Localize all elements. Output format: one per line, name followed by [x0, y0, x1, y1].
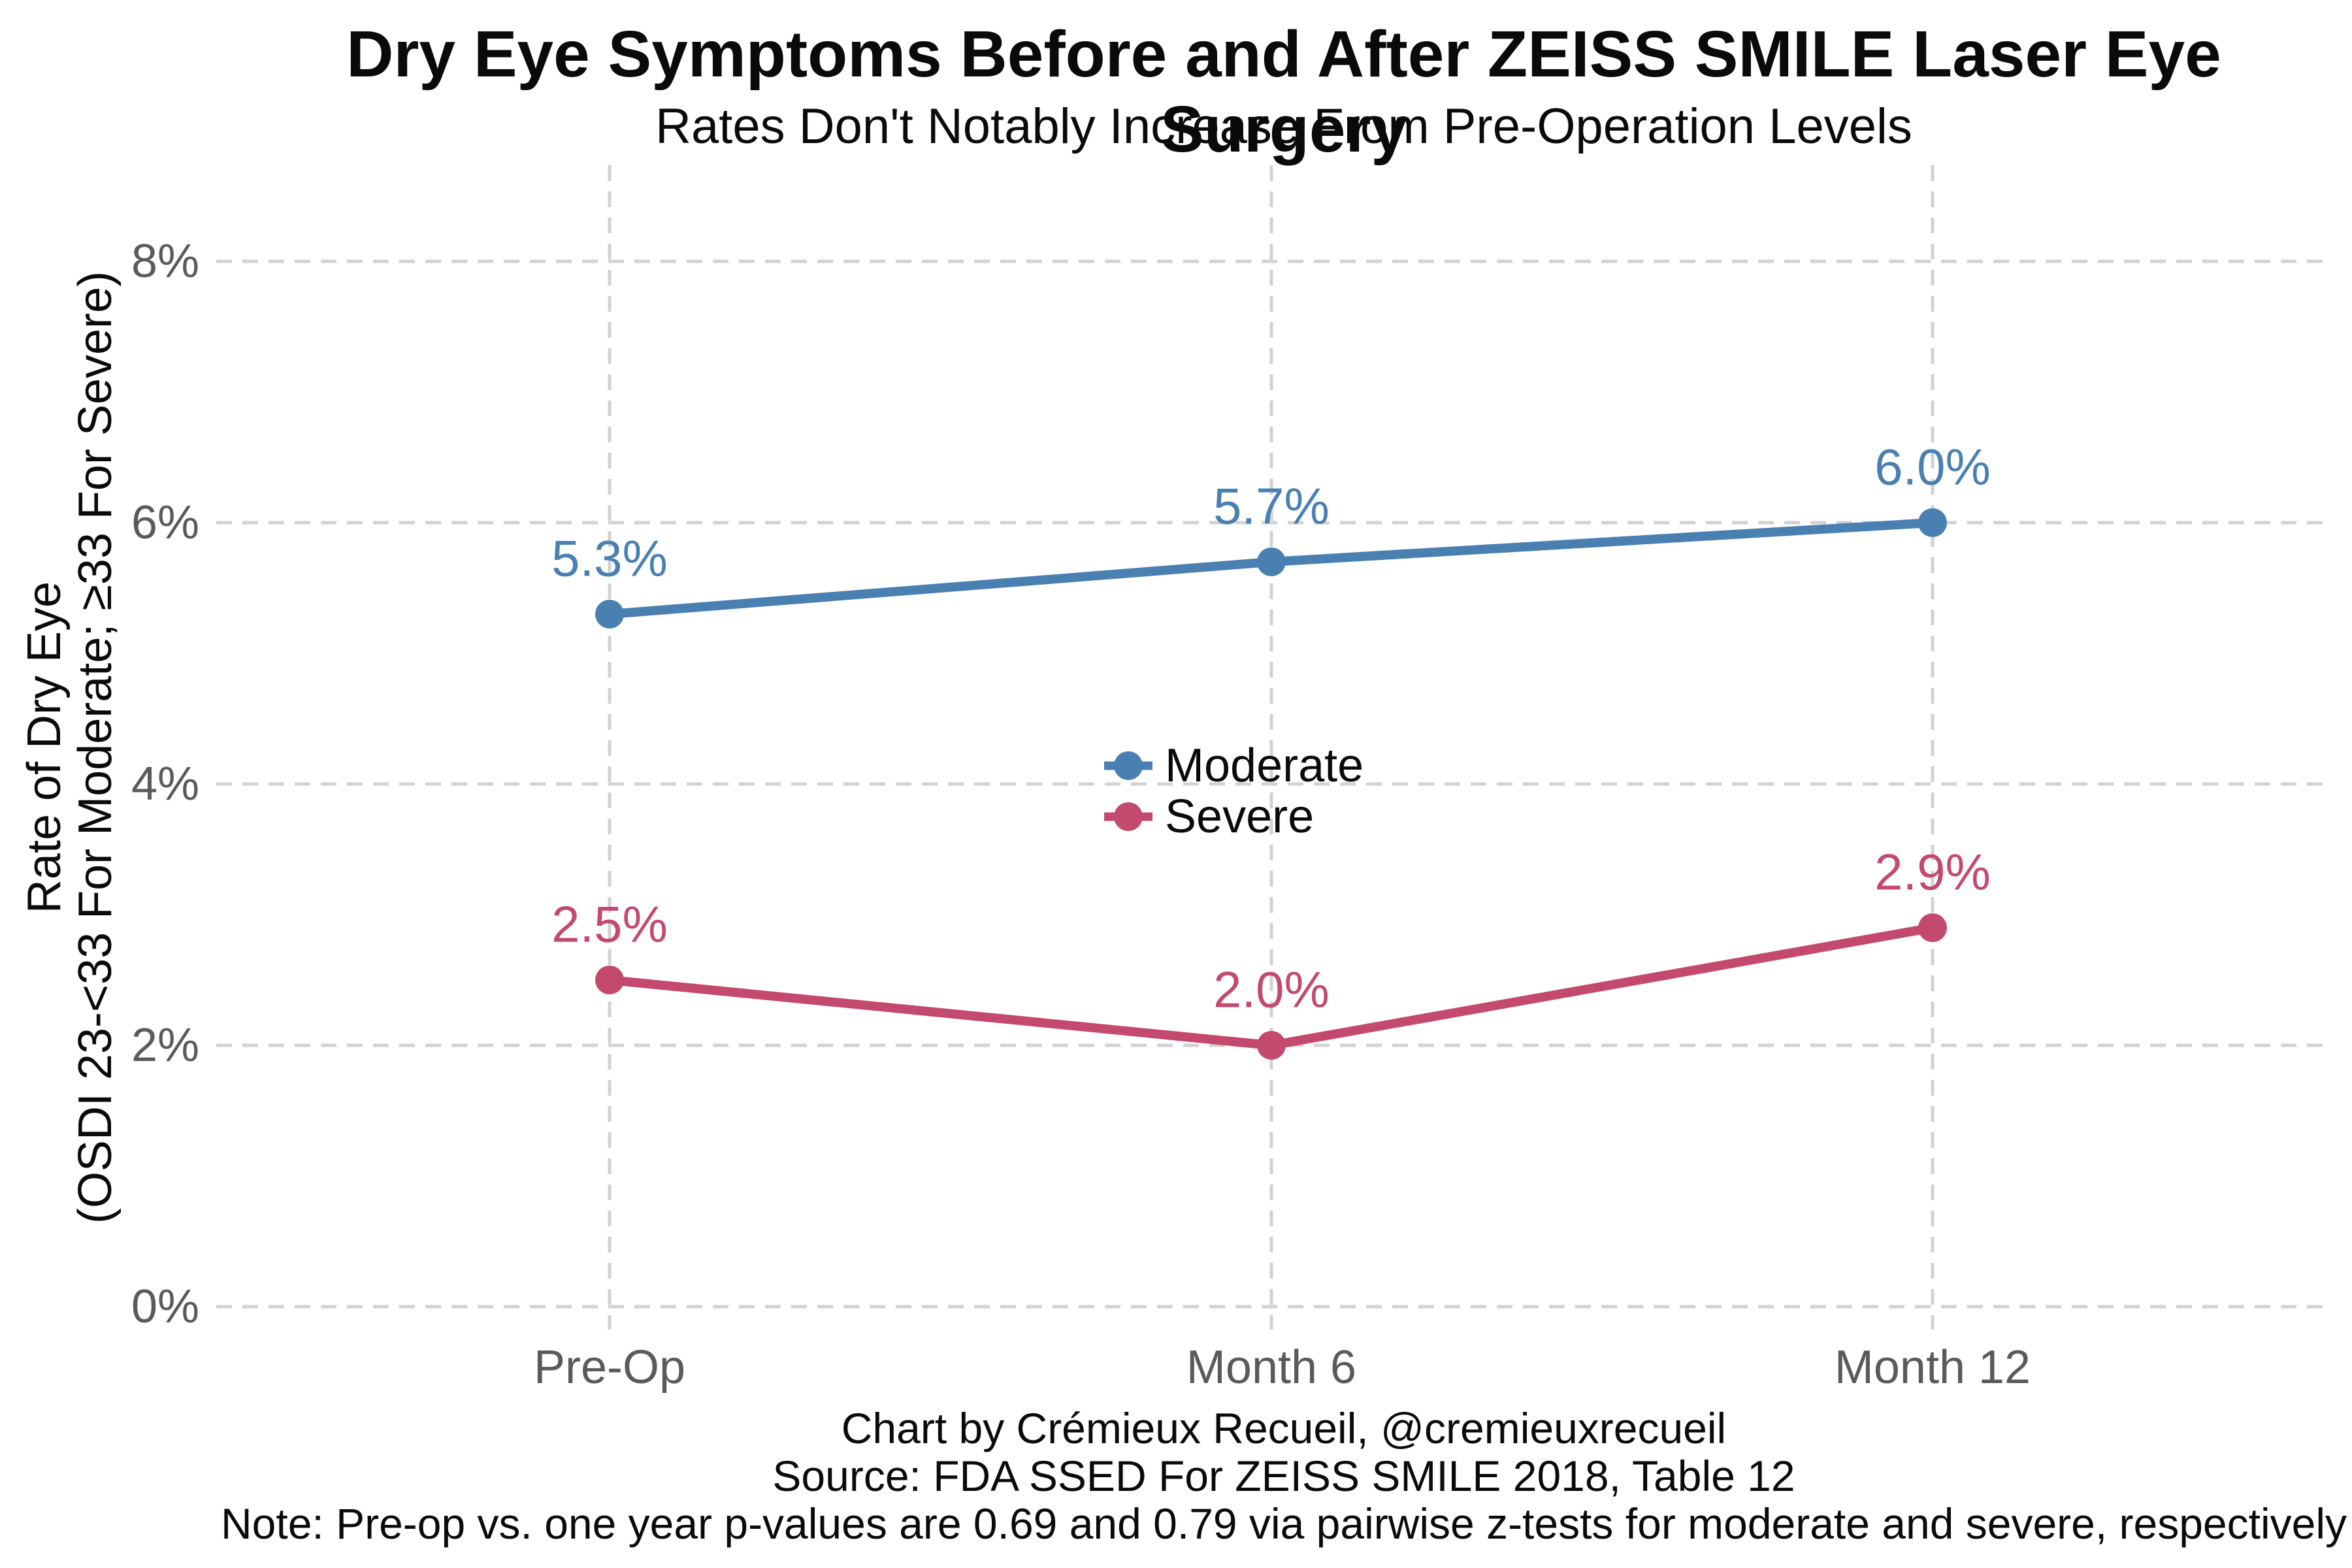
y-tick-label: 0%	[131, 1281, 199, 1333]
data-label-moderate: 5.7%	[1213, 477, 1330, 535]
data-label-moderate: 6.0%	[1874, 438, 1991, 496]
caption-note: Note: Pre-op vs. one year p-values are 0…	[221, 1499, 2347, 1548]
data-point-moderate	[1918, 508, 1947, 537]
data-point-moderate	[595, 600, 624, 629]
caption-source: Source: FDA SSED For ZEISS SMILE 2018, T…	[772, 1452, 1795, 1500]
data-point-severe	[1918, 913, 1947, 942]
legend-item-moderate: Moderate	[1099, 740, 1364, 792]
legend-key-icon	[1104, 751, 1152, 780]
x-tick-label: Month 12	[1834, 1341, 2031, 1394]
legend-item-severe: Severe	[1099, 791, 1364, 843]
legend-key-icon	[1104, 802, 1152, 831]
data-label-moderate: 5.3%	[551, 529, 668, 587]
data-label-severe: 2.5%	[551, 895, 668, 953]
y-tick-label: 8%	[131, 235, 199, 287]
y-tick-label: 4%	[131, 758, 199, 810]
y-tick-label: 2%	[131, 1019, 199, 1071]
data-point-severe	[595, 966, 624, 994]
legend-label: Severe	[1165, 791, 1315, 843]
x-tick-label: Pre-Op	[533, 1341, 686, 1394]
caption-credit: Chart by Crémieux Recueil, @cremieuxrecu…	[841, 1404, 1727, 1452]
x-tick-label: Month 6	[1186, 1341, 1357, 1394]
y-tick-label: 6%	[131, 497, 199, 549]
data-point-moderate	[1257, 547, 1286, 576]
data-point-severe	[1257, 1031, 1286, 1060]
data-label-severe: 2.0%	[1213, 960, 1330, 1019]
chart-subtitle: Rates Don't Notably Increase From Pre-Op…	[655, 99, 1912, 154]
data-label-severe: 2.9%	[1874, 843, 1991, 901]
chart-title: Dry Eye Symptoms Before and After ZEISS …	[346, 18, 2221, 166]
captions: Chart by Crémieux Recueil, @cremieuxrecu…	[216, 1405, 2352, 1548]
legend: Moderate Severe	[1099, 740, 1364, 843]
legend-label: Moderate	[1165, 740, 1364, 792]
